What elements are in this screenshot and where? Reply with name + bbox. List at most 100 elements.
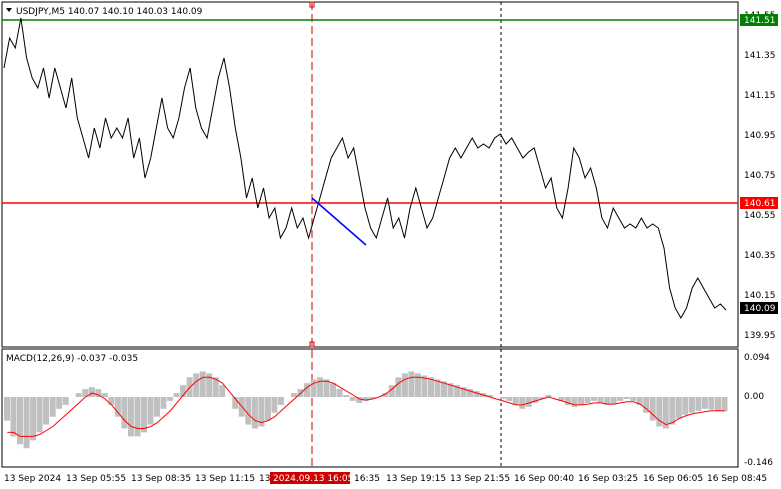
macd-histogram-bar <box>271 397 278 413</box>
macd-histogram-bar <box>428 377 434 397</box>
time-label: 13 Sep 11:15 <box>195 474 255 484</box>
macd-histogram-bar <box>401 373 408 397</box>
macd-histogram-bar <box>721 397 728 412</box>
macd-tick-label: 0.094 <box>744 353 770 363</box>
price-tick-label: 140.55 <box>744 211 776 221</box>
price-tick-label: 140.75 <box>744 171 776 181</box>
macd-histogram-bar <box>617 397 624 401</box>
macd-histogram-bar <box>630 397 637 401</box>
macd-histogram-bar <box>460 387 467 397</box>
time-label: 16 Sep 06:05 <box>643 474 703 484</box>
macd-histogram-bar <box>636 397 643 405</box>
macd-histogram-bar <box>232 397 239 409</box>
macd-histogram-bar <box>467 389 474 397</box>
macd-histogram-bar <box>336 389 343 397</box>
macd-histogram-bar <box>49 397 56 417</box>
macd-histogram-bar <box>127 397 134 437</box>
macd-histogram-bar <box>499 397 506 399</box>
macd-histogram-bar <box>114 397 121 417</box>
support-price-tag <box>740 197 778 209</box>
trend-segment[interactable] <box>311 197 367 246</box>
macd-histogram-bar <box>610 397 617 405</box>
macd-histogram-bar <box>525 397 532 407</box>
macd-histogram-bar <box>4 397 10 421</box>
time-label: 13 Sep 19:15 <box>386 474 446 484</box>
macd-histogram-bar <box>43 397 50 425</box>
macd-histogram-bar <box>623 397 630 399</box>
price-tick-label: 140.95 <box>744 131 776 141</box>
macd-histogram-bar <box>154 397 160 417</box>
time-label: 13 Sep 05:55 <box>66 474 126 484</box>
crosshair-time-label: 2024.09.13 16:05 <box>273 474 353 484</box>
macd-histogram-bar <box>75 393 82 397</box>
price-panel-title: USDJPY,M5 140.07 140.10 140.03 140.09 <box>16 7 203 17</box>
time-label: 13 <box>259 474 270 484</box>
time-label: 13 Sep 08:35 <box>131 474 191 484</box>
macd-histogram-bar <box>441 381 447 397</box>
macd-histogram-bar <box>258 397 265 427</box>
macd-histogram-bar <box>682 397 689 415</box>
macd-histogram-bar <box>584 397 591 403</box>
crosshair-bottom-handle[interactable] <box>309 341 315 348</box>
macd-histogram-bar <box>662 397 669 429</box>
macd-histogram-bar <box>56 397 63 409</box>
price-tick-label: 139.95 <box>744 331 776 341</box>
macd-histogram-bar <box>167 397 174 401</box>
macd-histogram-bar <box>538 397 545 399</box>
time-label: 16 Sep 00:40 <box>514 474 574 484</box>
macd-histogram-bar <box>180 385 187 397</box>
macd-histogram-bar <box>304 383 310 397</box>
macd-y-axis: 0.094 0.00 -0.146 <box>744 353 773 468</box>
macd-histogram-bar <box>147 397 154 425</box>
crosshair-top-handle[interactable] <box>309 1 315 8</box>
macd-histogram-bar <box>447 383 454 397</box>
macd-histogram-bar <box>512 397 519 405</box>
support-price-tag-label: 140.61 <box>744 199 776 209</box>
macd-histogram-bar <box>193 373 200 397</box>
macd-panel-title: MACD(12,26,9) -0.037 -0.035 <box>6 354 138 364</box>
macd-histogram-bar <box>264 397 271 421</box>
resistance-price-tag <box>740 14 778 26</box>
macd-histogram-bar <box>206 373 213 397</box>
macd-histogram-bar <box>134 397 141 437</box>
macd-histogram-bar <box>369 397 376 399</box>
time-label: 13 Sep 2024 <box>4 474 61 484</box>
macd-histogram-bar <box>10 397 17 437</box>
time-label: 16:35 <box>354 474 380 484</box>
macd-histogram-bar <box>219 385 226 397</box>
collapse-triangle-icon[interactable] <box>6 8 12 12</box>
macd-histogram-bar <box>388 385 395 397</box>
macd-signal-line <box>7 376 725 437</box>
resistance-price-tag-label: 141.51 <box>744 16 776 26</box>
macd-histogram-bar <box>212 377 219 397</box>
macd-histogram-bar <box>649 397 656 421</box>
macd-histogram-bar <box>408 371 415 397</box>
macd-histogram-bar <box>395 377 402 397</box>
macd-histogram-bar <box>108 397 115 405</box>
time-label: 16 Sep 03:25 <box>578 474 638 484</box>
macd-histogram-bar <box>356 397 363 403</box>
current-price-tag <box>740 302 778 314</box>
macd-histogram-bar <box>277 397 284 405</box>
macd-histogram-bar <box>95 389 102 397</box>
price-tick-label: 141.35 <box>744 51 776 61</box>
macd-histogram-bar <box>688 397 695 413</box>
price-tick-label: 141.15 <box>744 91 776 101</box>
macd-histogram-bar <box>532 397 539 403</box>
macd-histogram-bar <box>101 393 108 397</box>
price-tick-label: 140.15 <box>744 291 776 301</box>
macd-histogram-bar <box>578 397 584 405</box>
macd-histogram-bar <box>486 395 493 397</box>
macd-histogram-bar <box>519 397 526 409</box>
macd-histogram-bar <box>251 397 258 429</box>
macd-histogram-bar <box>323 379 330 397</box>
macd-histogram-bar <box>382 393 389 397</box>
macd-histogram-bar <box>506 397 513 401</box>
macd-histogram-bar <box>604 397 611 405</box>
macd-histogram-bar <box>36 397 43 433</box>
macd-histogram-bar <box>708 397 715 410</box>
macd-panel-frame <box>1 348 739 468</box>
macd-histogram-bar <box>82 389 89 397</box>
macd-histogram-bar <box>695 397 702 411</box>
